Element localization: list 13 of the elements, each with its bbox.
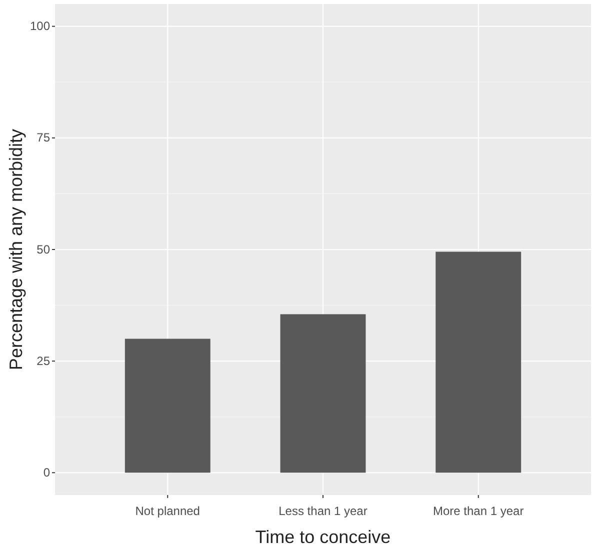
y-tick-label: 75 xyxy=(36,130,50,145)
bar xyxy=(124,338,210,473)
y-tick-label: 25 xyxy=(36,354,50,368)
x-tick-label: Not planned xyxy=(135,504,200,518)
y-tick-label: 100 xyxy=(30,19,50,34)
y-tick-label: 50 xyxy=(36,242,50,256)
y-tick-label: 0 xyxy=(43,466,50,480)
y-axis-title: Percentage with any morbidity xyxy=(6,128,26,370)
x-tick-label: More than 1 year xyxy=(433,504,524,518)
x-tick-label: Less than 1 year xyxy=(278,504,368,518)
bar xyxy=(280,314,366,473)
x-axis-title: Time to conceive xyxy=(255,527,391,547)
bar xyxy=(436,252,522,473)
